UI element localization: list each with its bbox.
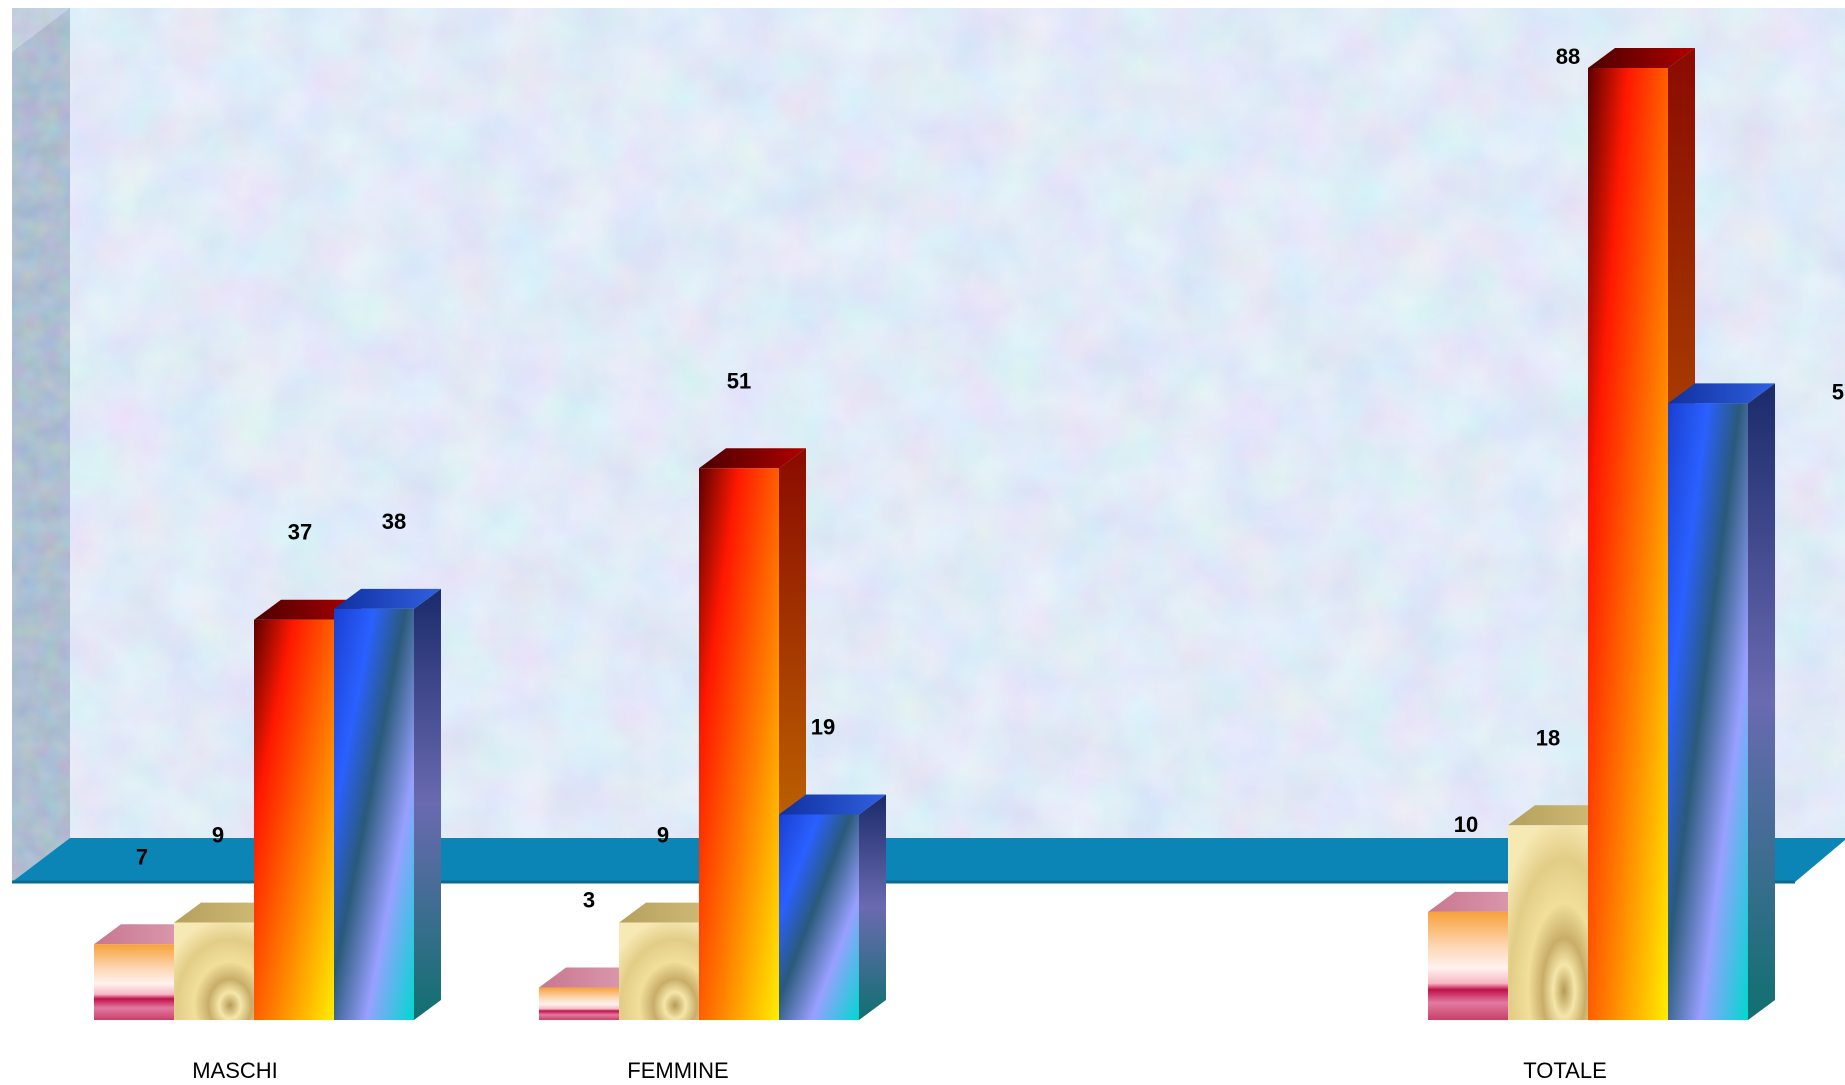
value-label-totale-s2: 18 [1536, 725, 1560, 750]
x-axis-labels: MASCHI FEMMINE TOTALE [192, 1058, 1607, 1083]
value-label-femmine-s4: 19 [811, 714, 835, 739]
bar-totale-s4 [1668, 383, 1775, 1020]
value-label-totale-s3: 88 [1556, 44, 1580, 69]
value-label-totale-s1: 10 [1454, 812, 1478, 837]
x-tick-label-maschi: MASCHI [192, 1058, 278, 1083]
bar-totale-s3 [1588, 48, 1695, 1020]
value-labels: 79373839511910188857 [136, 44, 1845, 913]
value-label-totale-s4: 57 [1832, 379, 1845, 404]
x-tick-label-totale: TOTALE [1523, 1058, 1607, 1083]
value-label-femmine-s3: 51 [727, 368, 751, 393]
value-label-maschi-s2: 9 [212, 823, 224, 848]
value-label-maschi-s3: 37 [288, 520, 312, 545]
value-label-maschi-s1: 7 [136, 844, 148, 869]
bars-layer [94, 48, 1775, 1021]
value-label-femmine-s2: 9 [657, 823, 669, 848]
floor [12, 838, 1845, 882]
bar-maschi-s4 [334, 588, 441, 1020]
value-label-femmine-s1: 3 [583, 888, 595, 913]
x-tick-label-femmine: FEMMINE [627, 1058, 728, 1083]
value-label-maschi-s4: 38 [382, 509, 406, 534]
bar-femmine-s4 [779, 794, 886, 1020]
